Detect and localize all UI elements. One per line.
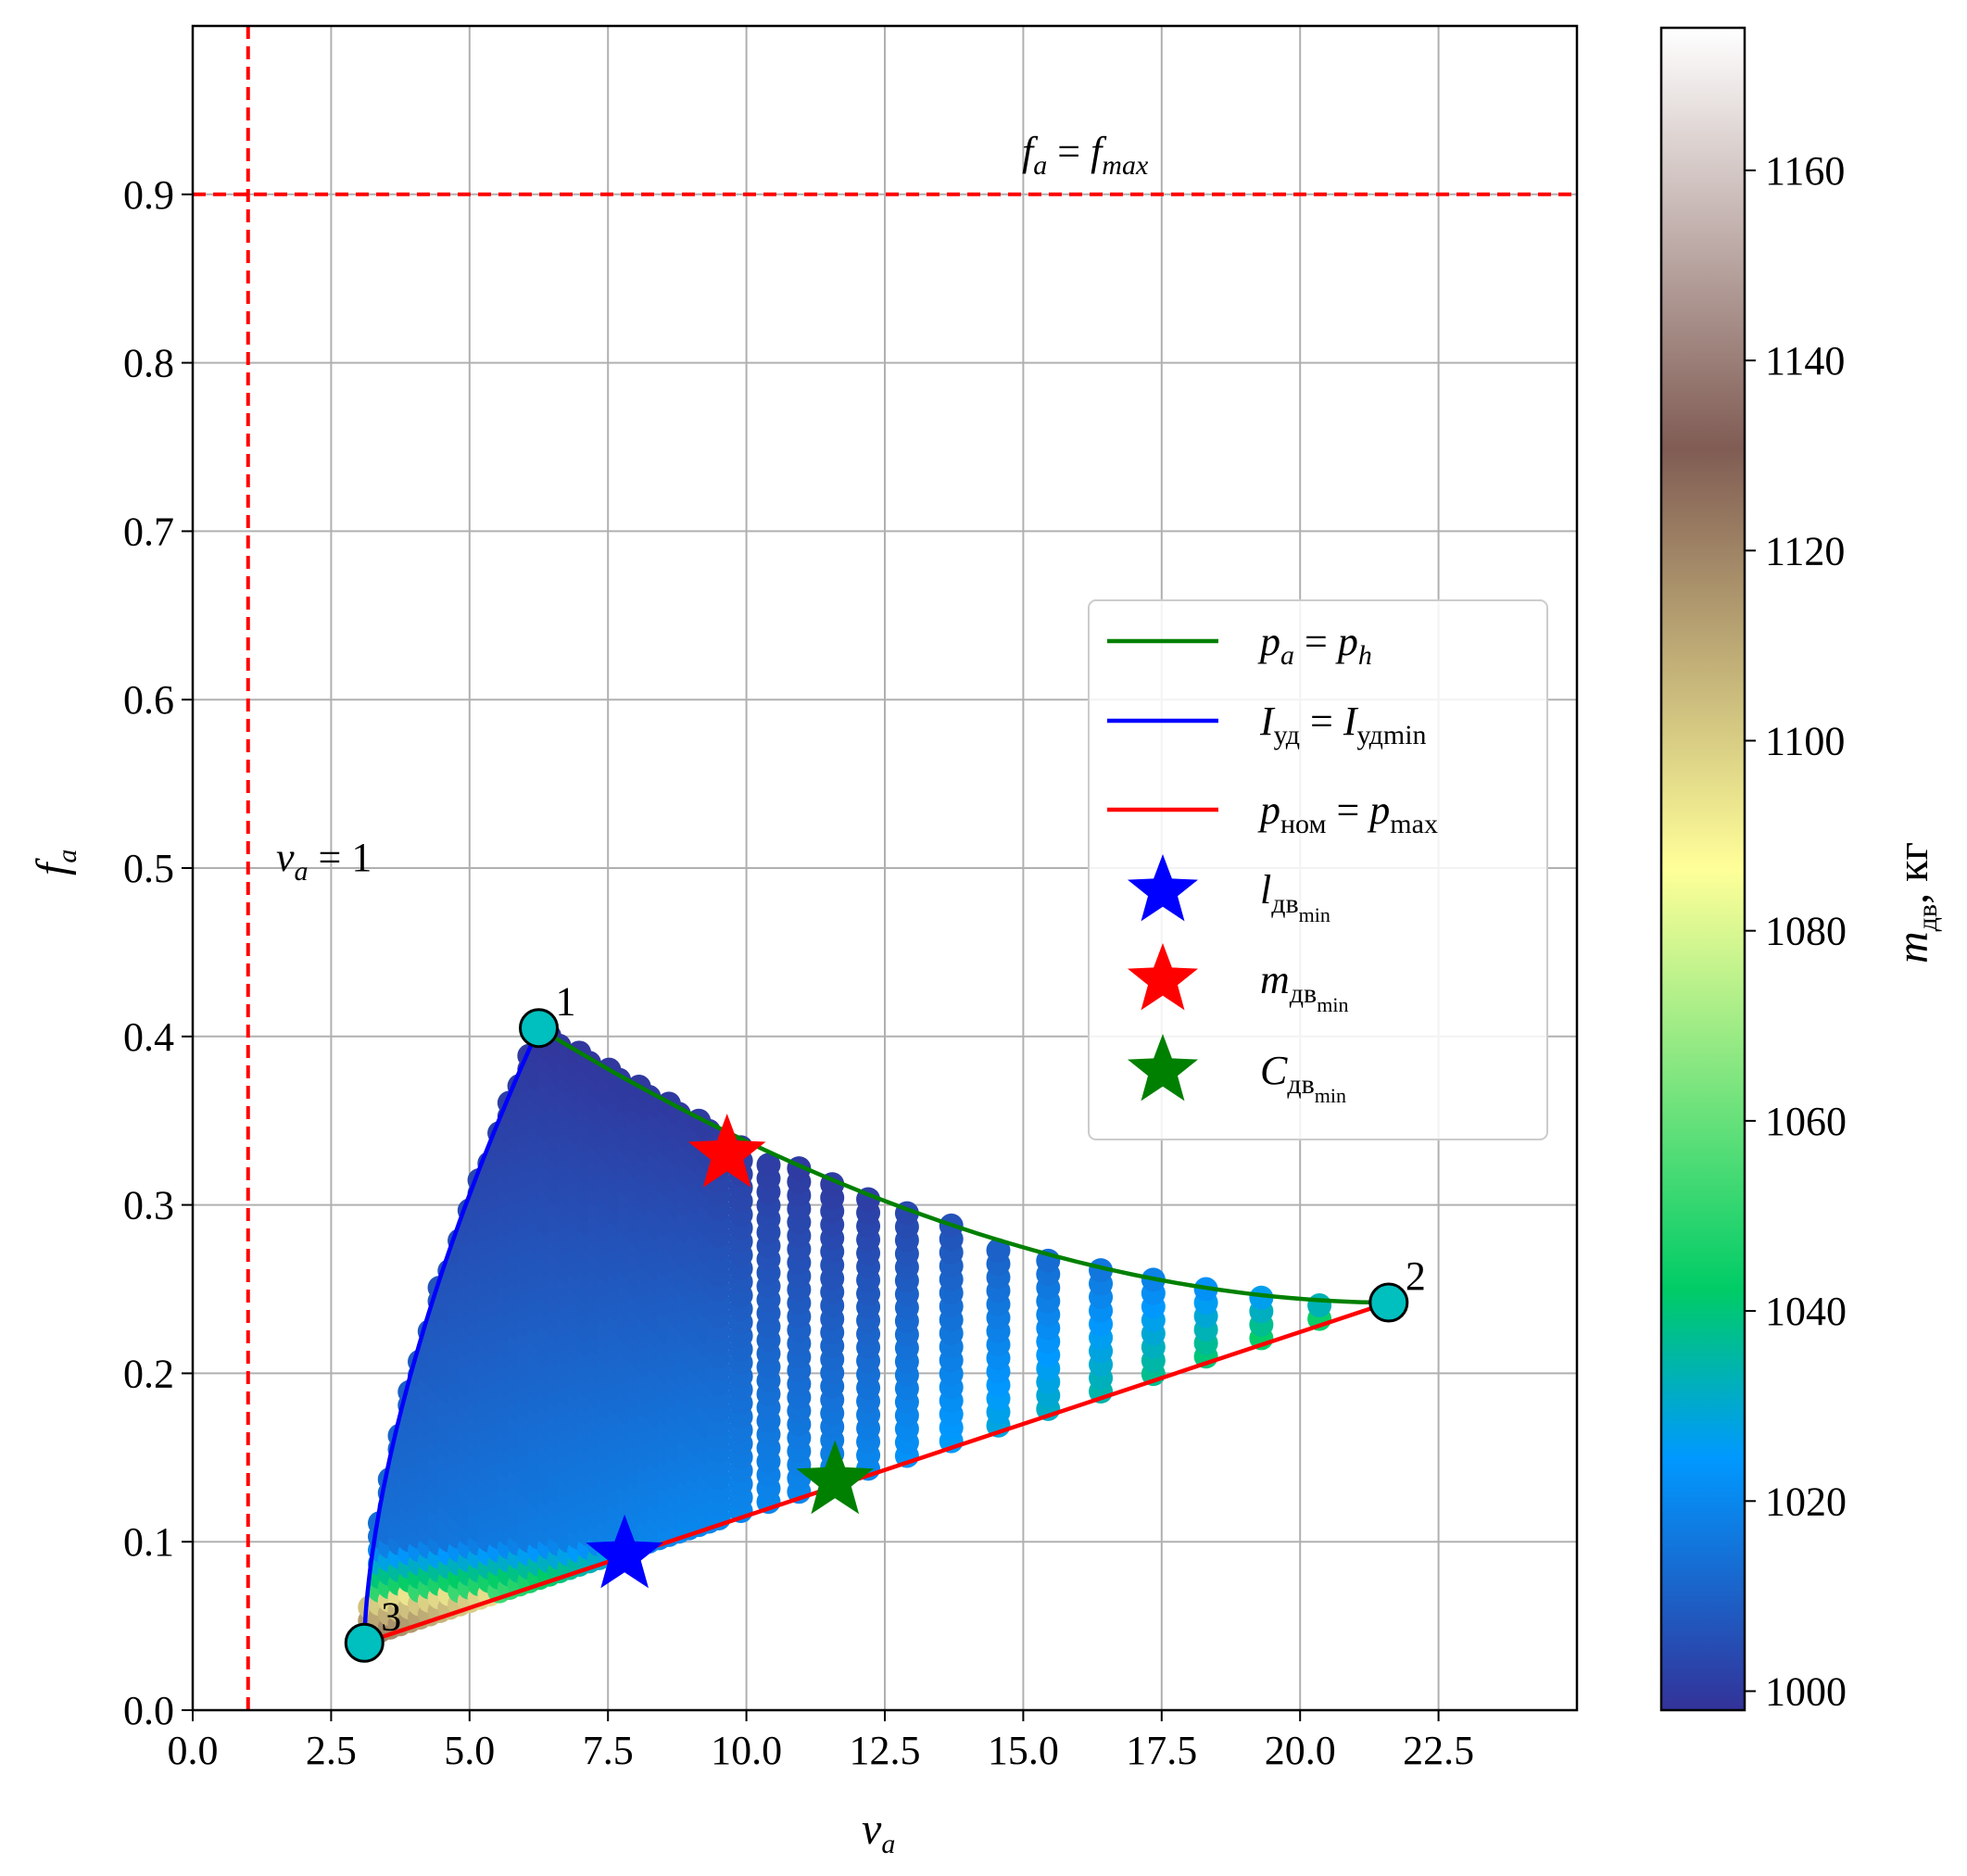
legend-label-iud: Iуд = Iудmin — [1259, 699, 1427, 750]
legend-label-pa-ph: pa = ph — [1257, 619, 1372, 671]
vertex-marker — [519, 1008, 559, 1049]
colorbar-tick-label: 1000 — [1765, 1668, 1847, 1714]
colorbar-tick-label: 1140 — [1765, 338, 1845, 384]
colorbar-tick-label: 1080 — [1765, 909, 1847, 954]
legend-star-swatch — [1128, 1034, 1198, 1102]
colorbar: 1000 1020 1040 1060 1080 1100 1120 1140 1160 mдв… — [1659, 26, 1943, 1714]
x-tick-label: 10.0 — [711, 1728, 782, 1773]
x-tick-label: 15.0 — [988, 1728, 1059, 1773]
colorbar-tick-label: 1040 — [1765, 1289, 1847, 1334]
legend-label-c-min: Cдвmin — [1260, 1048, 1346, 1107]
legend-label-l-min: lдвmin — [1260, 867, 1330, 926]
colorbar-tick-label: 1160 — [1765, 148, 1845, 194]
y-tick-label: 0.1 — [123, 1519, 174, 1565]
y-tick-label: 0.4 — [123, 1014, 174, 1060]
scatter-point — [1249, 1285, 1274, 1310]
y-tick-label: 0.8 — [123, 341, 174, 386]
curve-pa-ph — [537, 1026, 1389, 1305]
x-tick-label: 5.0 — [444, 1728, 495, 1773]
optimum-markers — [586, 1114, 875, 1589]
vertex-label: 2 — [1406, 1253, 1426, 1299]
y-tick-label: 0.5 — [123, 846, 174, 891]
x-tick-label: 22.5 — [1403, 1728, 1474, 1773]
optimum-star-marker — [687, 1114, 766, 1188]
scatter-point — [986, 1238, 1011, 1263]
x-axis-ticks: 0.0 2.5 5.0 7.5 10.0 12.5 15.0 17.5 20.0 22.5 — [168, 1710, 1474, 1773]
x-tick-label: 0.0 — [168, 1728, 219, 1773]
vertex-marker — [1368, 1282, 1409, 1323]
x-tick-label: 2.5 — [306, 1728, 357, 1773]
y-axis-ticks: 0.0 0.1 0.2 0.3 0.4 0.5 0.6 0.7 0.8 0.9 — [123, 172, 193, 1733]
curve-pnom-pmax — [363, 1300, 1390, 1645]
scatter-point — [756, 1152, 781, 1177]
optimum-star-marker — [796, 1440, 875, 1515]
y-tick-label: 0.3 — [123, 1183, 174, 1228]
legend: pa = ph Iуд = Iудmin pном = pmax lдвmin … — [1088, 599, 1548, 1140]
optimum-star-marker — [586, 1514, 663, 1589]
scatter-points — [358, 1023, 1332, 1647]
x-tick-label: 20.0 — [1265, 1728, 1336, 1773]
x-tick-label: 12.5 — [850, 1728, 921, 1773]
colorbar-fill — [1659, 26, 1746, 1712]
vertex-marker — [344, 1622, 385, 1663]
y-tick-label: 0.9 — [123, 172, 174, 218]
curve-iud-min — [362, 1026, 541, 1643]
vertex-markers: 1 2 3 — [344, 979, 1426, 1663]
colorbar-tick-label: 1020 — [1765, 1479, 1847, 1524]
x-tick-label: 17.5 — [1126, 1728, 1197, 1773]
scatter-point — [1307, 1293, 1332, 1318]
legend-label-m-min: mдвmin — [1260, 957, 1348, 1016]
colorbar-tick-label: 1100 — [1765, 718, 1845, 763]
y-tick-label: 0.6 — [123, 677, 174, 723]
colorbar-tick-label: 1060 — [1765, 1099, 1847, 1144]
boundary-curves — [362, 1026, 1390, 1645]
colorbar-label: mдв, кг — [1888, 842, 1943, 963]
legend-label-pnom: pном = pmax — [1257, 787, 1438, 839]
y-tick-label: 0.2 — [123, 1351, 174, 1396]
legend-box — [1088, 599, 1548, 1140]
x-axis-label: va — [862, 1805, 895, 1859]
y-tick-label: 0.0 — [123, 1688, 174, 1733]
y-tick-label: 0.7 — [123, 509, 174, 554]
annotation-va-equals-1: va = 1 — [276, 835, 372, 887]
legend-star-swatch — [1128, 854, 1198, 922]
y-axis-label: fa — [28, 850, 82, 875]
reference-lines — [193, 26, 1577, 1710]
vertex-label: 3 — [381, 1593, 401, 1639]
legend-star-markers — [1128, 854, 1198, 1102]
x-tick-label: 7.5 — [583, 1728, 634, 1773]
colorbar-tick-label: 1120 — [1765, 528, 1845, 573]
colorbar-ticks: 1000 1020 1040 1060 1080 1100 1120 1140 1160 — [1745, 148, 1847, 1714]
legend-star-swatch — [1128, 943, 1198, 1011]
vertex-label: 1 — [556, 979, 576, 1025]
